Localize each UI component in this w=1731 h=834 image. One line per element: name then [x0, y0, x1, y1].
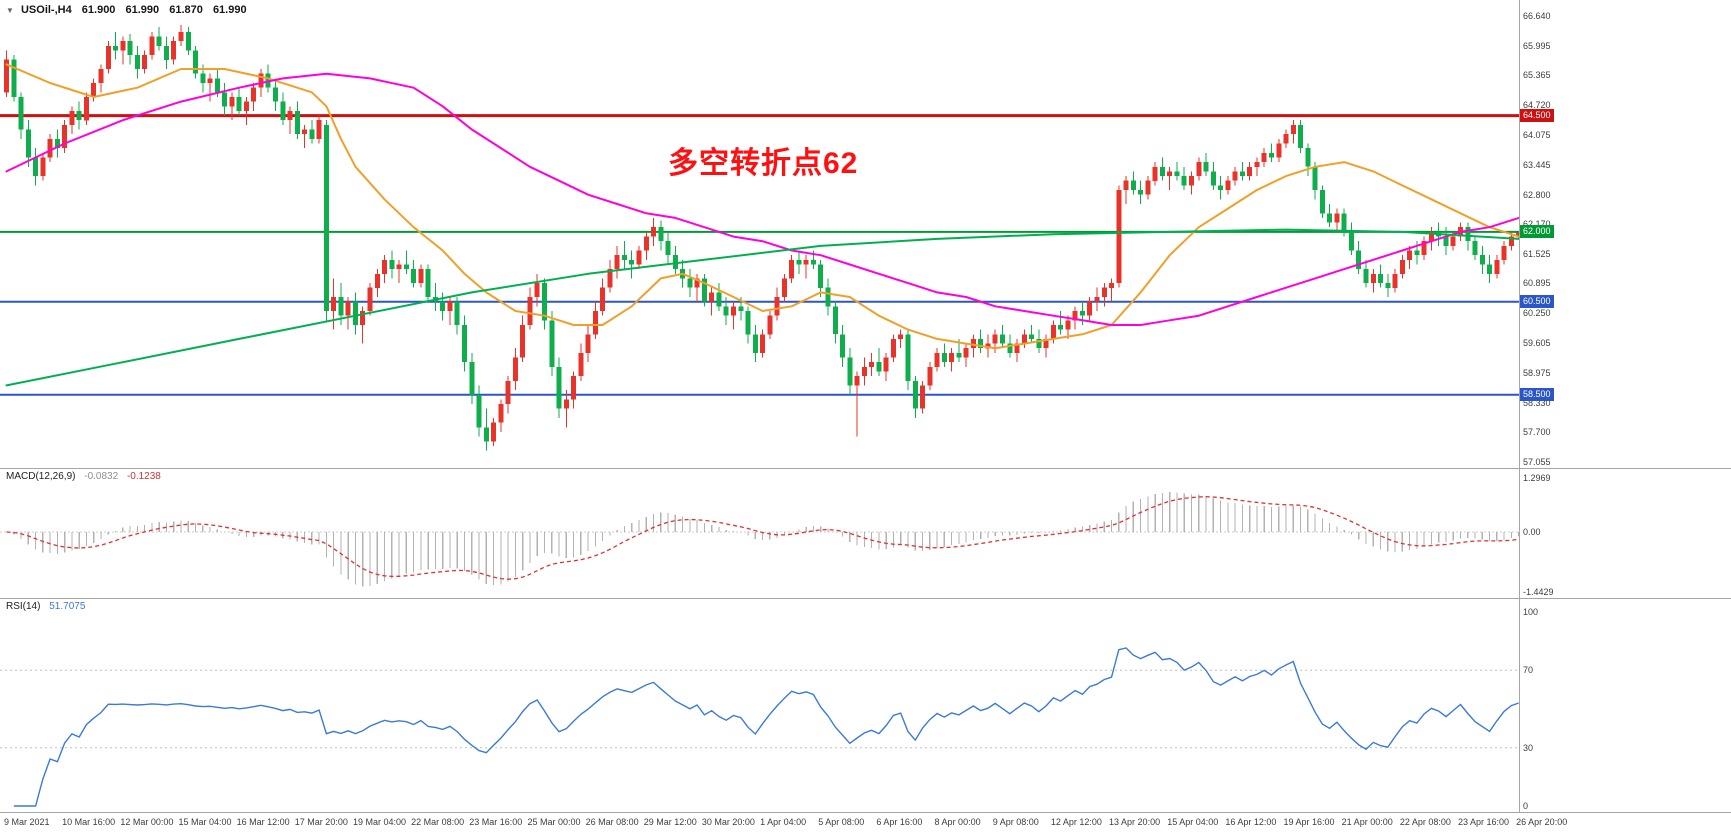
- macd-axis-label: -1.4429: [1523, 587, 1554, 597]
- time-axis-label: 23 Apr 16:00: [1458, 817, 1510, 827]
- time-axis-label: 15 Mar 04:00: [178, 817, 232, 827]
- time-axis-label: 19 Mar 04:00: [352, 817, 406, 827]
- ohlc-low-value: 61.870: [169, 4, 203, 16]
- price-chart-canvas[interactable]: [0, 0, 1519, 812]
- time-axis-label: 21 Apr 00:00: [1341, 817, 1393, 827]
- price-tick-label: 59.605: [1523, 338, 1551, 349]
- hline-price-tag: 62.000: [1520, 225, 1554, 239]
- ohlc-high-value: 61.990: [125, 4, 160, 16]
- macd-axis-label: 1.2969: [1523, 473, 1551, 483]
- chart-annotation-text[interactable]: 多空转折点62: [668, 147, 859, 180]
- price-tick-label: 58.975: [1523, 367, 1551, 378]
- price-tick-label: 62.170: [1523, 218, 1551, 229]
- time-axis-label: 22 Mar 08:00: [411, 817, 465, 827]
- macd-axis-label: 0.00: [1523, 527, 1541, 537]
- time-axis-label: 12 Mar 00:00: [120, 817, 174, 827]
- time-axis-label: 16 Apr 12:00: [1225, 817, 1277, 827]
- rsi-axis-label: 30: [1523, 743, 1534, 753]
- time-axis-label: 25 Mar 00:00: [527, 817, 581, 827]
- time-axis-label: 1 Apr 04:00: [760, 817, 807, 827]
- chart-expand-icon[interactable]: ▼: [6, 6, 14, 15]
- price-tick-label: 57.700: [1523, 426, 1551, 437]
- price-tick-label: 66.640: [1523, 11, 1551, 21]
- hline-price-tag: 60.500: [1520, 295, 1554, 309]
- price-axis-border: [1519, 0, 1520, 812]
- symbol-timeframe-label: USOil-,H4: [20, 4, 72, 16]
- hline-price-tag: 58.500: [1520, 388, 1554, 402]
- rsi-axis-label: 70: [1523, 665, 1534, 675]
- macd-name: MACD(12,26,9): [6, 471, 76, 482]
- price-tick-label: 61.525: [1523, 249, 1551, 259]
- macd-signal-value: -0.1238: [126, 471, 161, 482]
- price-tick-label: 60.895: [1523, 278, 1551, 289]
- panel-separator-rsi[interactable]: [0, 598, 1731, 599]
- time-axis-label: 8 Apr 00:00: [934, 817, 981, 827]
- macd-indicator-label: MACD(12,26,9) -0.0832 -0.1238: [6, 471, 167, 482]
- price-tick-label: 65.995: [1523, 41, 1551, 51]
- time-axis-label: 22 Apr 08:00: [1399, 817, 1451, 827]
- price-tick-label: 64.720: [1523, 100, 1551, 111]
- price-tick-label: 64.075: [1523, 130, 1551, 141]
- time-axis-border: [0, 812, 1731, 813]
- chart-title-bar: ▼ USOil-,H4 61.900 61.990 61.870 61.990: [6, 4, 247, 16]
- price-tick-label: 57.055: [1523, 456, 1551, 467]
- time-axis-label: 9 Apr 08:00: [992, 817, 1039, 827]
- hline-price-tag: 64.500: [1520, 109, 1554, 123]
- time-axis-label: 13 Apr 20:00: [1109, 817, 1161, 827]
- rsi-value: 51.7075: [49, 601, 86, 612]
- rsi-name: RSI(14): [6, 601, 41, 612]
- time-axis-label: 26 Mar 08:00: [585, 817, 639, 827]
- price-tick-label: 63.445: [1523, 159, 1551, 170]
- time-axis-label: 30 Mar 20:00: [701, 817, 755, 827]
- time-axis-label: 12 Apr 12:00: [1050, 817, 1102, 827]
- price-tick-label: 65.365: [1523, 70, 1551, 81]
- macd-main-value: -0.0832: [84, 471, 119, 482]
- time-axis-label: 6 Apr 16:00: [876, 817, 923, 827]
- time-axis-label: 9 Mar 2021: [4, 817, 50, 827]
- rsi-indicator-label: RSI(14) 51.7075: [6, 601, 91, 612]
- time-axis-label: 15 Apr 04:00: [1167, 817, 1219, 827]
- time-axis-label: 23 Mar 16:00: [469, 817, 523, 827]
- time-axis-label: 19 Apr 16:00: [1283, 817, 1335, 827]
- time-axis-label: 26 Apr 20:00: [1516, 817, 1568, 827]
- time-axis-label: 16 Mar 12:00: [236, 817, 290, 827]
- ohlc-close-value: 61.990: [212, 4, 247, 16]
- price-tick-label: 58.330: [1523, 397, 1551, 408]
- price-tick-label: 60.250: [1523, 308, 1551, 319]
- time-axis-label: 17 Mar 20:00: [294, 817, 348, 827]
- ohlc-open-value: 61.900: [81, 4, 116, 16]
- time-axis-label: 10 Mar 16:00: [62, 817, 116, 827]
- price-tick-label: 62.800: [1523, 189, 1551, 200]
- time-axis-label: 29 Mar 12:00: [643, 817, 697, 827]
- panel-separator-macd[interactable]: [0, 468, 1731, 469]
- rsi-axis-label: 100: [1523, 607, 1539, 617]
- rsi-axis-label: 0: [1523, 801, 1529, 811]
- time-axis-label: 5 Apr 08:00: [818, 817, 865, 827]
